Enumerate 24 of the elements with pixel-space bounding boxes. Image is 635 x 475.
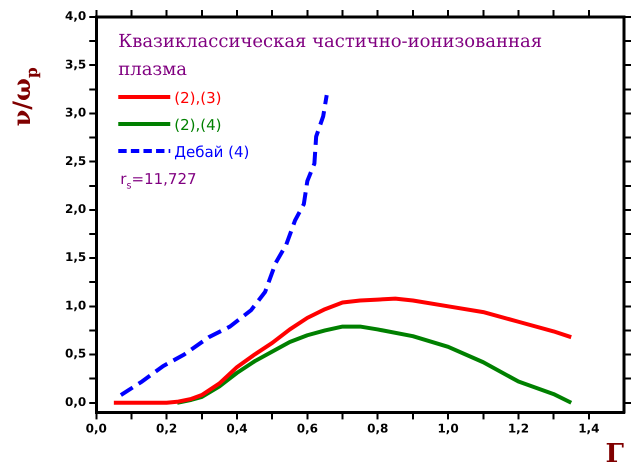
- x-tick-label: 0,2: [156, 422, 178, 436]
- legend-label: (2),(4): [174, 116, 222, 134]
- x-tick-label: 1,4: [578, 422, 600, 436]
- y-tick-label: 4,0: [64, 9, 86, 24]
- x-tick-label: 0,0: [86, 422, 107, 436]
- x-axis-title: Γ: [606, 439, 625, 470]
- y-tick-label: 2,5: [64, 154, 86, 168]
- y-tick-label: 0,0: [64, 394, 86, 409]
- x-tick-label: 1,0: [437, 422, 459, 436]
- x-tick-label: 0,4: [226, 422, 248, 436]
- line-series: [118, 93, 329, 398]
- x-tick-label: 1,2: [508, 422, 530, 436]
- y-tick-label: 0,5: [64, 346, 86, 361]
- y-tick-label: 1,0: [64, 298, 86, 312]
- x-tick-label: 0,6: [296, 422, 318, 436]
- y-tick-label: 2,0: [64, 202, 86, 216]
- y-tick-label: 1,5: [64, 250, 86, 264]
- y-tick-label: 3,5: [64, 57, 86, 72]
- y-axis-title: ν/ωp: [7, 67, 42, 126]
- text: Квазиклассическая частично-ионизованная плазма: [118, 31, 542, 80]
- legend-label: Дебай (4): [174, 143, 250, 161]
- x-tick-label: 0,8: [367, 422, 388, 436]
- y-tick-label: 3,0: [64, 106, 86, 120]
- legend-label: (2),(3): [174, 89, 222, 107]
